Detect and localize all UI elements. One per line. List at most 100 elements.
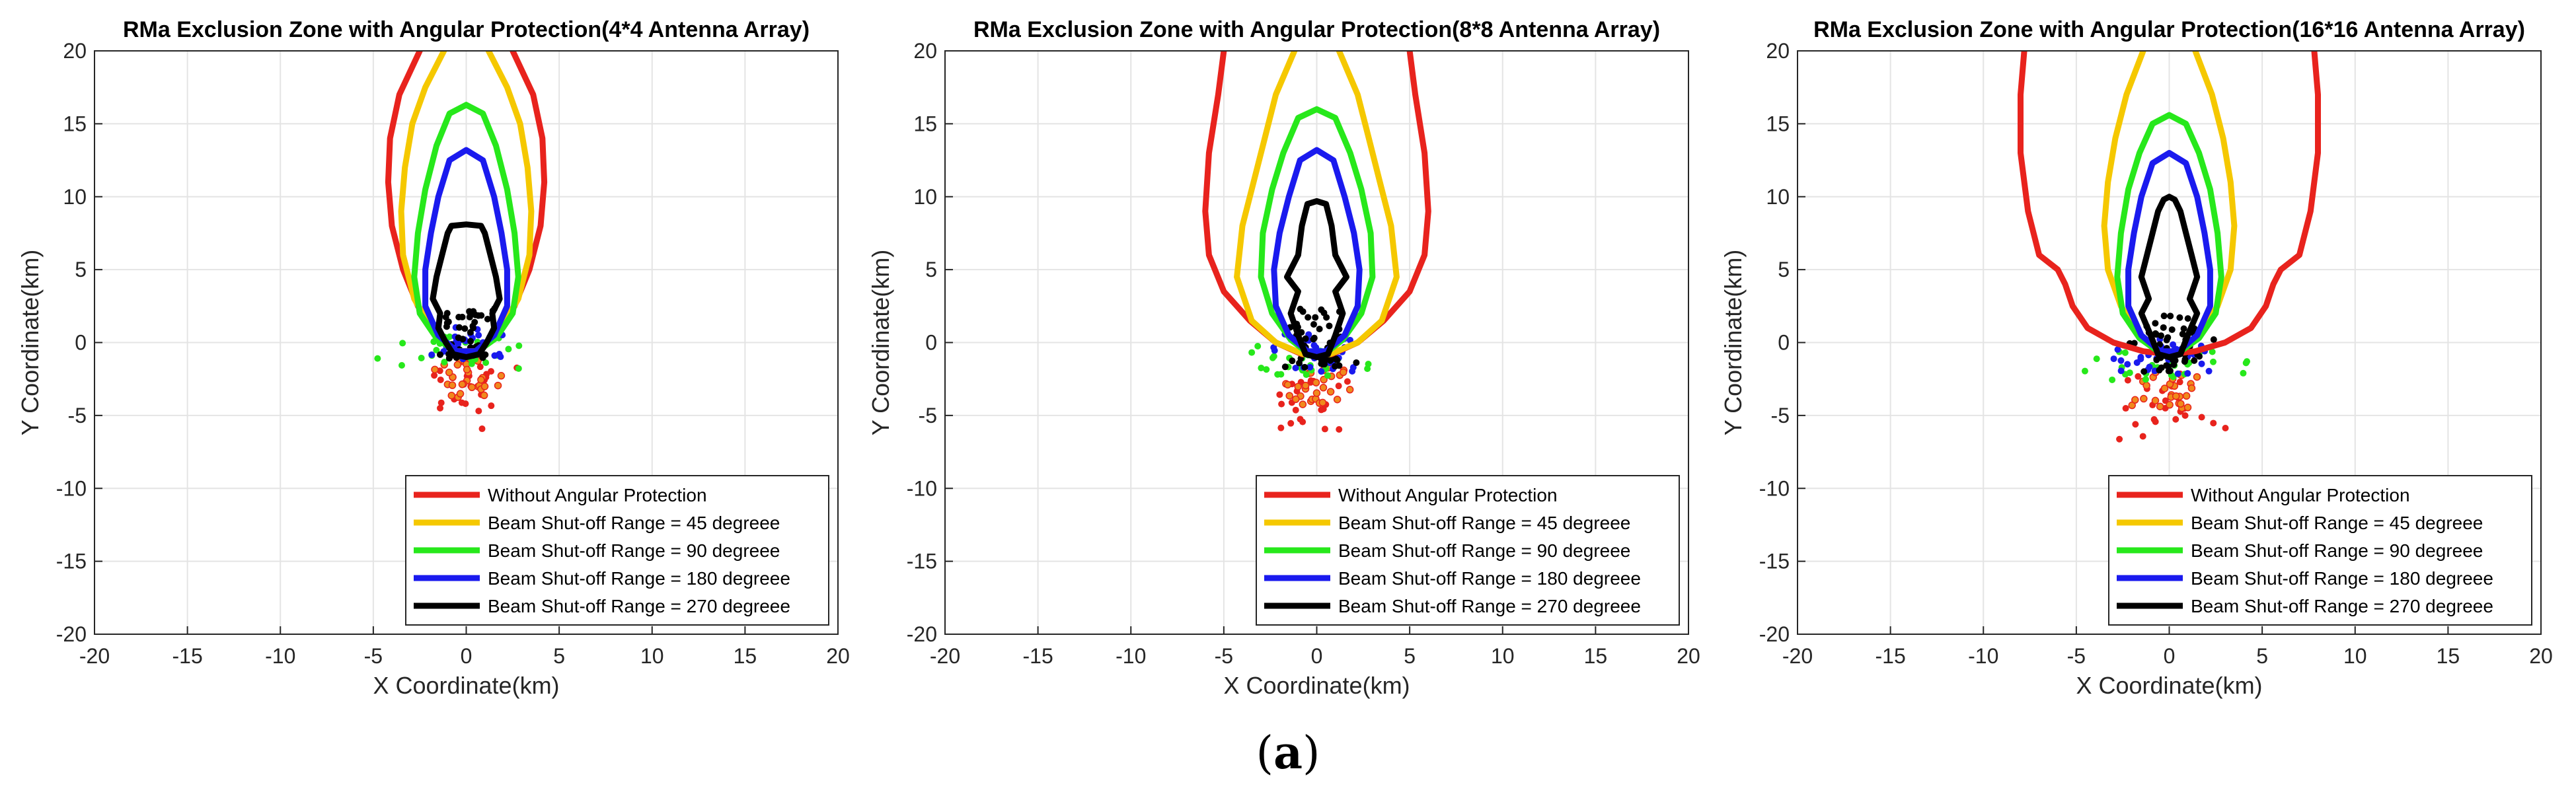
y-tick-label: 15: [1766, 112, 1790, 135]
scatter-point: [1335, 383, 1342, 390]
x-tick-label: -15: [1023, 644, 1053, 668]
y-tick-label: 5: [1778, 258, 1790, 281]
legend-entry: Beam Shut-off Range = 180 degreee: [488, 568, 790, 589]
y-tick-label: -5: [919, 404, 937, 427]
chart-title: RMa Exclusion Zone with Angular Protecti…: [973, 17, 1660, 42]
scatter-point: [2182, 392, 2191, 400]
scatter-point: [1277, 424, 1285, 431]
y-tick-label: -15: [1759, 550, 1790, 573]
scatter-point: [2164, 334, 2172, 341]
scatter-point: [1324, 372, 1331, 379]
scatter-point: [1276, 391, 1283, 398]
y-tick-label: 0: [1778, 331, 1790, 355]
scatter-point: [2160, 324, 2167, 331]
scatter-point: [466, 308, 473, 315]
y-tick-label: 10: [63, 185, 87, 209]
scatter-point: [1345, 386, 1354, 394]
scatter-point: [445, 369, 453, 377]
scatter-point: [1292, 395, 1300, 404]
x-tick-label: -10: [1968, 644, 1998, 668]
scatter-point: [1326, 357, 1334, 364]
scatter-point: [399, 340, 406, 347]
scatter-point: [437, 399, 445, 406]
scatter-point: [2131, 396, 2139, 404]
scatter-point: [2184, 370, 2191, 377]
legend-entry: Beam Shut-off Range = 90 degreee: [488, 540, 780, 561]
scatter-point: [2177, 400, 2185, 408]
scatter-point: [1248, 349, 1256, 356]
scatter-point: [2172, 416, 2179, 423]
legend-entry: Without Angular Protection: [2191, 485, 2410, 505]
scatter-point: [2170, 341, 2177, 348]
scatter-point: [468, 360, 475, 367]
x-tick-label: -20: [79, 644, 110, 668]
scatter-point: [2242, 359, 2250, 367]
legend-entry: Beam Shut-off Range = 90 degreee: [2191, 540, 2483, 561]
y-tick-label: 20: [1766, 39, 1790, 63]
scatter-point: [2176, 314, 2183, 321]
x-tick-label: 10: [1491, 644, 1515, 668]
scatter-point: [478, 425, 486, 433]
scatter-point: [2181, 358, 2188, 365]
series-group: [385, 51, 548, 361]
scatter-point: [448, 381, 457, 389]
scatter-point: [2160, 312, 2168, 320]
y-axis-label: Y Coordinate(km): [17, 250, 44, 435]
y-tick-label: 20: [63, 39, 87, 63]
scatter-point: [1323, 314, 1330, 321]
scatter-point: [446, 333, 453, 340]
scatter-point: [2137, 353, 2144, 361]
scatter-point: [458, 381, 467, 388]
scatter-point: [480, 383, 489, 390]
x-tick-label: 5: [553, 644, 565, 668]
y-tick-label: -5: [68, 404, 87, 427]
legend-entry: Beam Shut-off Range = 180 degreee: [2191, 568, 2493, 589]
scatter-point: [2151, 396, 2160, 405]
scatter-point: [2152, 320, 2159, 327]
scatter-point: [1318, 406, 1325, 414]
scatter-point: [2172, 392, 2180, 400]
scatter-point: [2205, 367, 2213, 375]
scatter-point: [1285, 392, 1293, 400]
scatter-point: [1299, 400, 1307, 408]
scatter-point: [2135, 373, 2142, 380]
x-tick-label: -15: [1875, 644, 1906, 668]
scatter-point: [480, 391, 488, 400]
scatter-point: [1349, 368, 1356, 375]
scatter-point: [497, 353, 504, 361]
x-tick-label: -10: [265, 644, 295, 668]
y-tick-label: 15: [913, 112, 937, 135]
x-tick-label: 10: [2343, 644, 2367, 668]
scatter-point: [1318, 306, 1325, 313]
scatter-point: [2156, 367, 2163, 374]
scatter-point: [2181, 412, 2189, 419]
scatter-point: [475, 408, 482, 415]
scatter-point: [2110, 355, 2117, 363]
scatter-point: [475, 332, 482, 339]
scatter-point: [455, 314, 463, 321]
scatter-point: [2139, 433, 2146, 440]
scatter-point: [488, 402, 495, 410]
scatter-point: [1289, 357, 1296, 365]
scatter-point: [1344, 378, 1351, 385]
y-tick-label: -15: [56, 550, 87, 573]
y-tick-label: 10: [913, 185, 937, 209]
scatter-point: [437, 404, 444, 412]
x-axis-label: X Coordinate(km): [1223, 672, 1410, 699]
legend-entry: Beam Shut-off Range = 270 degreee: [2191, 596, 2493, 616]
scatter-point: [1365, 361, 1372, 368]
scatter-point: [2081, 367, 2088, 375]
x-tick-label: -10: [1116, 644, 1146, 668]
scatter-point: [1297, 416, 1304, 423]
y-tick-label: -20: [907, 622, 937, 646]
scatter-point: [2117, 367, 2125, 375]
x-tick-label: -5: [1215, 644, 1233, 668]
scatter-point: [398, 361, 405, 369]
scatter-point: [1294, 383, 1303, 390]
series-line-black: [2138, 194, 2201, 361]
y-tick-label: -5: [1771, 404, 1790, 427]
scatter-point: [2166, 401, 2174, 409]
scatter-point: [467, 338, 474, 345]
scatter-point: [2174, 370, 2181, 377]
